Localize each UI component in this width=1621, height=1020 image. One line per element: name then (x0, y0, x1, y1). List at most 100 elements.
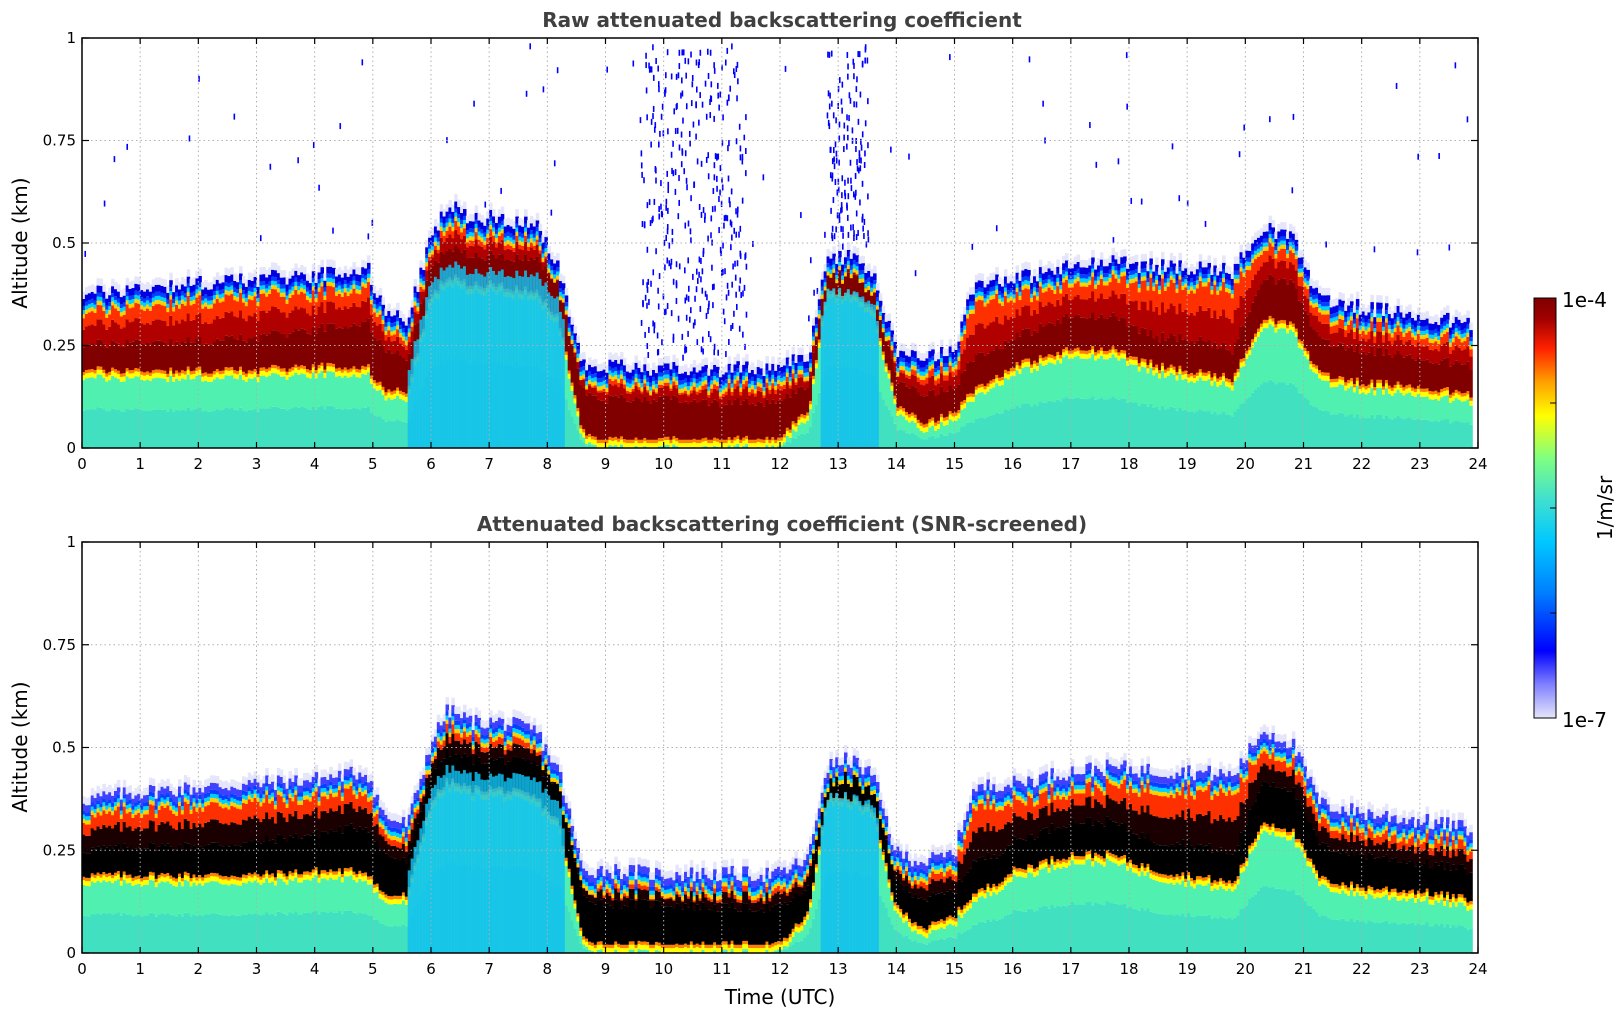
noise-speckle (650, 141, 652, 148)
heatmap-cell (846, 289, 851, 448)
heatmap-cell (134, 290, 138, 295)
heatmap-cell (791, 389, 796, 422)
heatmap-cell (794, 393, 799, 424)
heatmap-cell (250, 296, 255, 301)
heatmap-cell (654, 439, 659, 444)
heatmap-cell (137, 376, 141, 409)
heatmap-cell (684, 371, 688, 379)
heatmap-cell (268, 285, 272, 290)
heatmap-cell (875, 297, 880, 302)
heatmap-cell (934, 361, 938, 369)
heatmap-cell (782, 434, 787, 438)
noise-speckle (732, 263, 734, 270)
heatmap-cell (608, 395, 612, 437)
heatmap-cell (756, 367, 761, 374)
heatmap-cell (131, 321, 135, 342)
heatmap-cell (369, 332, 374, 376)
noise-speckle (661, 339, 663, 346)
noise-speckle (645, 87, 648, 94)
noise-speckle (734, 274, 737, 281)
heatmap-cell (204, 298, 208, 303)
heatmap-cell (893, 356, 897, 362)
heatmap-cell (957, 410, 961, 414)
heatmap-cell (250, 273, 255, 281)
heatmap-cell (1003, 269, 1008, 277)
heatmap-cell (931, 368, 935, 376)
heatmap-cell (425, 262, 429, 267)
heatmap-cell (116, 302, 121, 307)
noise-speckle (722, 268, 724, 275)
heatmap-cell (352, 369, 356, 375)
heatmap-cell (657, 384, 662, 388)
heatmap-cell (913, 414, 918, 418)
heatmap-cell (963, 307, 967, 315)
noise-speckle (832, 197, 835, 204)
heatmap-cell (87, 409, 92, 448)
heatmap-cell (701, 366, 705, 374)
heatmap-cell (567, 316, 572, 324)
heatmap-cell (390, 335, 394, 342)
noise-speckle (701, 101, 704, 108)
heatmap-cell (343, 306, 348, 327)
heatmap-cell (806, 368, 810, 373)
noise-speckle (678, 144, 681, 151)
heatmap-cell (90, 343, 95, 370)
noise-speckle (857, 51, 859, 58)
heatmap-cell (576, 357, 580, 363)
heatmap-cell (247, 409, 252, 448)
heatmap-cell (954, 433, 959, 448)
heatmap-cell (675, 372, 679, 377)
noise-speckle (726, 282, 729, 289)
heatmap-cell (931, 425, 935, 436)
heatmap-cell (160, 370, 165, 374)
heatmap-cell (1038, 267, 1043, 275)
heatmap-cell (1123, 275, 1127, 294)
heatmap-cell (910, 412, 915, 416)
heatmap-cell (532, 276, 537, 448)
heatmap-cell (547, 292, 551, 448)
heatmap-cell (250, 379, 255, 411)
heatmap-cell (175, 378, 179, 410)
heatmap-cell (1082, 278, 1086, 283)
heatmap-cell (1123, 358, 1127, 399)
heatmap-cell (500, 240, 505, 254)
heatmap-cell (596, 386, 601, 391)
heatmap-cell (736, 386, 740, 398)
heatmap-cell (177, 308, 182, 324)
heatmap-cell (1099, 314, 1104, 348)
heatmap-cell (1076, 272, 1081, 278)
heatmap-cell (727, 445, 732, 447)
heatmap-cell (131, 303, 135, 308)
heatmap-cell (634, 440, 639, 446)
heatmap-cell (902, 382, 906, 409)
heatmap-cell (989, 388, 993, 416)
heatmap-cell (774, 393, 778, 404)
heatmap-cell (637, 367, 641, 375)
heatmap-cell (367, 277, 371, 283)
heatmap-cell (1056, 273, 1060, 278)
heatmap-cell (512, 251, 516, 262)
noise-speckle (699, 305, 702, 312)
heatmap-cell (663, 356, 668, 364)
heatmap-cell (87, 344, 92, 370)
heatmap-cell (934, 396, 938, 423)
heatmap-cell (692, 390, 697, 400)
heatmap-cell (742, 357, 746, 365)
heatmap-cell (765, 399, 769, 437)
heatmap-cell (605, 379, 610, 384)
heatmap-cell (689, 390, 694, 394)
heatmap-cell (913, 387, 918, 415)
heatmap-cell (1056, 351, 1060, 356)
heatmap-cell (503, 241, 508, 246)
heatmap-cell (768, 370, 772, 378)
heatmap-cell (1088, 280, 1092, 285)
heatmap-cell (934, 385, 938, 397)
heatmap-cell (367, 269, 371, 274)
heatmap-cell (1047, 260, 1052, 269)
heatmap-cell (465, 223, 470, 231)
heatmap-cell (375, 290, 380, 298)
heatmap-cell (358, 307, 362, 327)
heatmap-cell (788, 358, 793, 367)
heatmap-cell (899, 414, 903, 430)
noise-speckle (678, 199, 680, 206)
